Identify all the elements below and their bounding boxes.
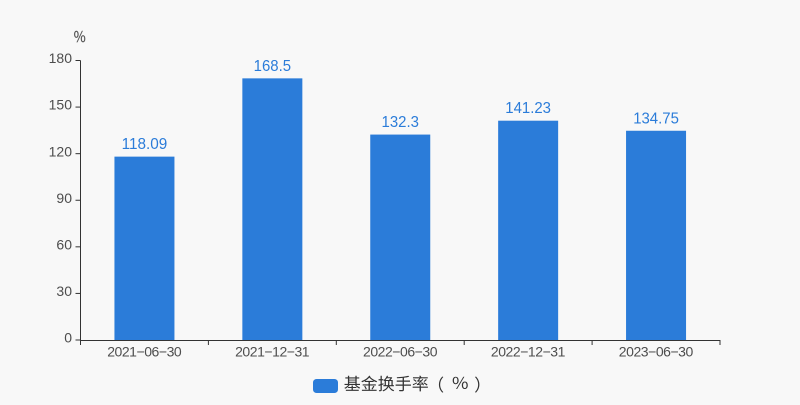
svg-text:30: 30	[56, 283, 72, 299]
svg-text:90: 90	[56, 190, 72, 206]
svg-text:2022−12−31: 2022−12−31	[491, 344, 566, 360]
svg-text:118.09: 118.09	[122, 136, 168, 153]
svg-text:2022−06−30: 2022−06−30	[363, 344, 438, 360]
svg-text:150: 150	[49, 97, 73, 113]
svg-text:0: 0	[64, 330, 72, 346]
svg-text:2021−06−30: 2021−06−30	[107, 344, 182, 360]
svg-text:60: 60	[56, 236, 72, 252]
svg-text:180: 180	[49, 50, 73, 66]
svg-text:132.3: 132.3	[382, 114, 419, 131]
svg-text:2021−12−31: 2021−12−31	[235, 344, 310, 360]
svg-text:2023−06−30: 2023−06−30	[619, 344, 694, 360]
svg-text:120: 120	[49, 143, 73, 159]
svg-text:134.75: 134.75	[633, 110, 679, 127]
svg-text:141.23: 141.23	[505, 100, 551, 117]
svg-text:168.5: 168.5	[254, 58, 291, 75]
